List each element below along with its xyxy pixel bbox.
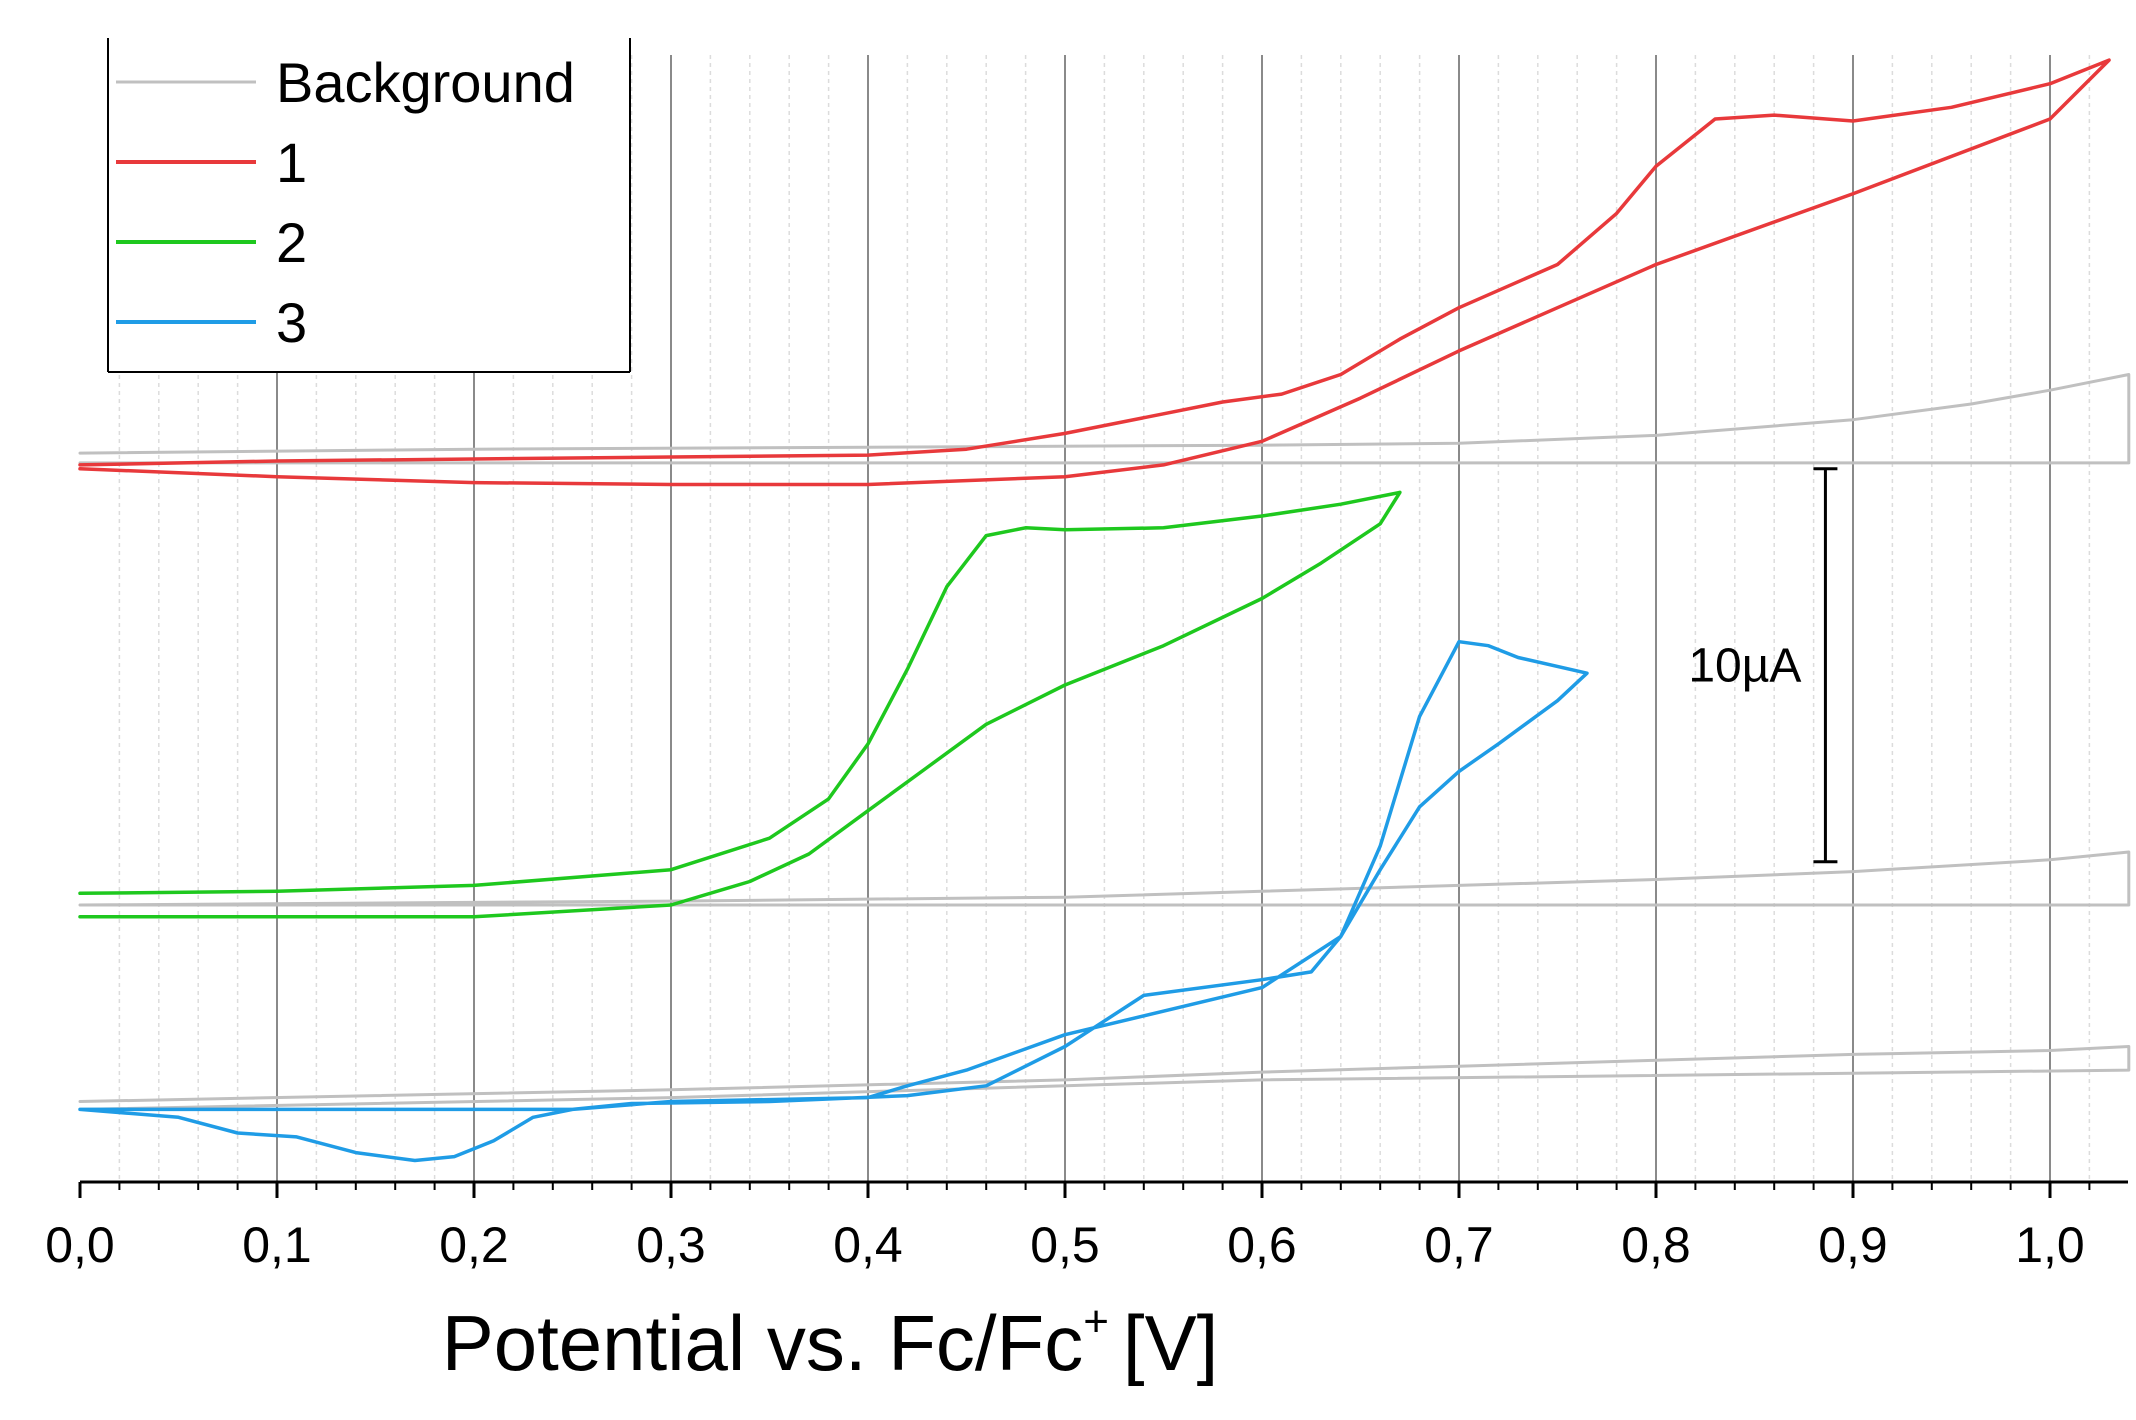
x-tick-label: 0,3 [636,1217,706,1273]
scale-bar-label: 10µA [1688,639,1801,692]
background-curve-2 [78,850,2131,907]
series-lines [78,58,2131,1163]
x-tick-label: 0,4 [833,1217,903,1273]
x-axis-title: Potential vs. Fc/Fc+ [V] [442,1297,1219,1387]
x-tick-label: 1,0 [2015,1217,2085,1273]
legend: Background 1 2 3 [107,38,631,373]
series-3-curve [78,639,1589,1163]
legend-label: 1 [276,131,307,194]
x-tick-label: 0,2 [439,1217,509,1273]
series-1-curve [78,58,2111,487]
x-tick-label: 0,0 [45,1217,115,1273]
legend-label: 3 [276,291,307,354]
background-curve-3 [78,1045,2131,1111]
legend-box [108,38,630,372]
x-tick-label: 0,6 [1227,1217,1297,1273]
x-axis-title-text: Potential vs. Fc/Fc [442,1299,1084,1387]
x-tick-label: 0,1 [242,1217,312,1273]
legend-label: 2 [276,211,307,274]
x-axis-title-superscript: + [1083,1297,1109,1346]
x-tick-label: 0,8 [1621,1217,1691,1273]
legend-label: Background [276,51,575,114]
x-axis-title-unit: [V] [1123,1299,1218,1387]
series-2-curve [78,490,1402,919]
x-tick-label: 0,7 [1424,1217,1494,1273]
x-axis: 0,0 0,1 0,2 0,3 0,4 0,5 0,6 0,7 0,8 0,9 1,0 [45,1180,2128,1273]
background-curve-1 [78,373,2131,465]
scale-bar: 10µA [1688,467,1838,864]
x-tick-label: 0,5 [1030,1217,1100,1273]
x-tick-label: 0,9 [1818,1217,1888,1273]
